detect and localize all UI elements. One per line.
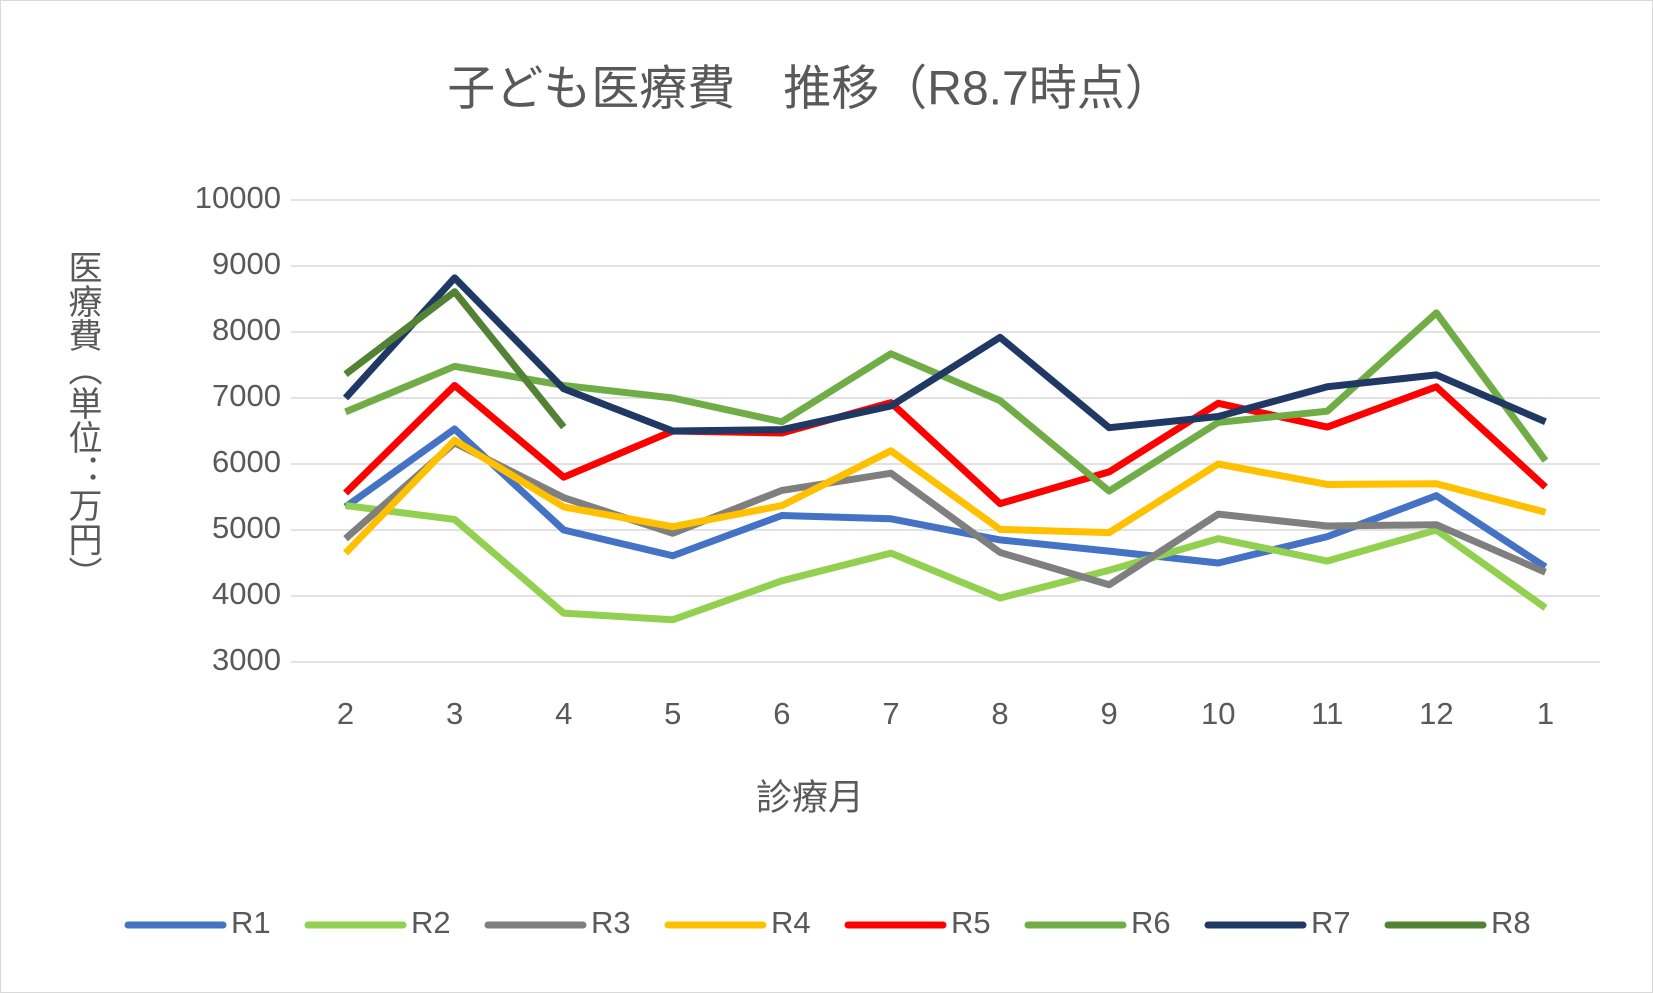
- chart-title: 子ども医療費 推移（R8.7時点）: [447, 63, 1172, 116]
- x-tick-label: 5: [664, 696, 681, 731]
- y-tick-label: 5000: [212, 510, 281, 545]
- x-axis-label: 診療月: [756, 777, 864, 818]
- x-tick-label: 11: [1311, 696, 1343, 731]
- y-tick-label: 10000: [195, 180, 281, 215]
- y-tick-label: 6000: [212, 444, 281, 479]
- x-tick-label: 6: [773, 696, 790, 731]
- legend-label: R8: [1491, 905, 1531, 940]
- series-line: [345, 502, 1548, 624]
- legend-label: R2: [411, 905, 451, 940]
- y-tick-label: 7000: [212, 378, 281, 413]
- series-line: [343, 425, 1548, 570]
- y-tick-label: 9000: [212, 246, 281, 281]
- series-line: [343, 439, 1547, 589]
- y-tick-label: 8000: [212, 312, 281, 347]
- x-tick-label: 9: [1101, 696, 1118, 731]
- series-line: [344, 309, 1549, 495]
- x-tick-label: 1: [1537, 696, 1554, 731]
- series-line: [343, 288, 567, 430]
- legend-label: R1: [231, 905, 271, 940]
- legend-label: R5: [951, 905, 991, 940]
- legend-label: R6: [1131, 905, 1171, 940]
- x-tick-label: 12: [1419, 696, 1453, 731]
- legend-label: R4: [771, 905, 811, 940]
- x-tick-label: 3: [446, 696, 463, 731]
- x-tick-label: 4: [555, 696, 572, 731]
- y-tick-label: 3000: [212, 642, 281, 677]
- y-tick-label: 4000: [212, 576, 281, 611]
- series-line: [343, 381, 1548, 508]
- x-tick-label: 10: [1201, 696, 1235, 731]
- legend-label: R3: [591, 905, 631, 940]
- y-axis-label: 医療費（単位：万円）: [63, 250, 102, 590]
- legend-label: R7: [1311, 905, 1351, 940]
- x-tick-label: 8: [991, 696, 1008, 731]
- series-line: [343, 436, 1547, 556]
- x-tick-label: 7: [882, 696, 899, 731]
- x-tick-label: 2: [337, 696, 354, 731]
- series-line: [342, 274, 1547, 435]
